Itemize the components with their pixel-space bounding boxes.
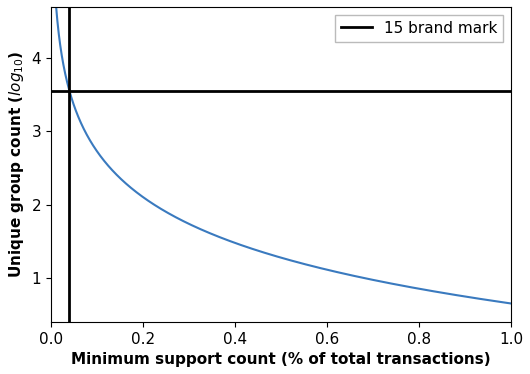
Legend: 15 brand mark: 15 brand mark: [335, 15, 503, 42]
X-axis label: Minimum support count (% of total transactions): Minimum support count (% of total transa…: [71, 352, 491, 367]
Y-axis label: Unique group count ($\mathit{log}_{10}$): Unique group count ($\mathit{log}_{10}$): [7, 50, 26, 278]
